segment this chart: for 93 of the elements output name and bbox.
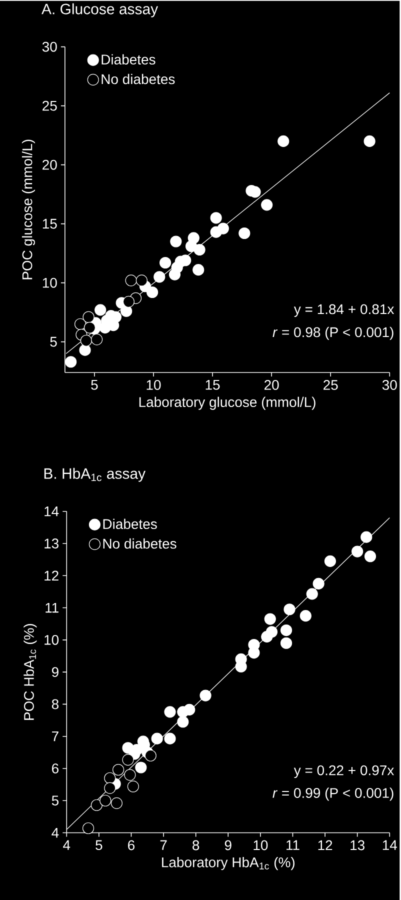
y-tick-label: 6 <box>52 764 59 774</box>
annotation: r = 0.98 (P < 0.001) <box>272 326 394 340</box>
x-tick-label: 7 <box>160 840 167 850</box>
point <box>135 762 147 774</box>
point <box>200 690 212 702</box>
point <box>184 704 196 716</box>
x-tick-label: 12 <box>318 840 332 850</box>
point <box>210 212 222 224</box>
x-tick-label: 30 <box>382 380 397 390</box>
y-axis-title: POC HbA$_{1c}$ (%) <box>24 624 37 720</box>
point <box>164 706 176 718</box>
point <box>151 732 163 744</box>
y-tick-label: 11 <box>46 602 59 613</box>
point <box>364 135 376 147</box>
y-axis-title: POC glucose (mmol/L) <box>22 140 36 280</box>
x-axis-title: Laboratory HbA$_{1c}$ (%) <box>162 857 295 870</box>
x-tick-label: 13 <box>350 840 365 850</box>
y-tick-label: 10 <box>44 634 59 645</box>
point <box>104 782 116 794</box>
y-tick-label: 13 <box>44 538 59 548</box>
x-tick-label: 15 <box>206 380 220 390</box>
y-tick-label: 20 <box>42 160 57 170</box>
point <box>364 550 376 562</box>
point <box>324 555 336 567</box>
x-axis-title: Laboratory glucose (mmol/L) <box>140 396 316 410</box>
y-tick-label: 14 <box>44 506 59 516</box>
point <box>261 199 273 211</box>
y-tick-label: 15 <box>43 218 57 229</box>
legend-label: No diabetes <box>102 74 175 84</box>
y-tick-label: 10 <box>43 278 57 288</box>
point <box>217 222 230 234</box>
chart-title: A. Glucose assay <box>42 3 158 18</box>
y-tick-label: 7 <box>52 732 59 742</box>
x-tick-label: 25 <box>324 380 338 390</box>
point <box>160 256 172 269</box>
x-tick-label: 10 <box>254 840 268 850</box>
x-tick-label: 8 <box>192 840 200 850</box>
point <box>94 304 106 316</box>
point <box>79 344 91 356</box>
x-tick-label: 20 <box>264 380 279 390</box>
x-tick-label: 10 <box>146 380 161 390</box>
point <box>306 588 318 600</box>
point <box>84 322 96 334</box>
point <box>280 624 292 636</box>
point <box>284 604 296 616</box>
point <box>122 754 134 766</box>
point <box>146 286 158 298</box>
point <box>188 232 200 244</box>
y-tick-label: 8 <box>52 699 59 710</box>
point <box>194 244 206 256</box>
annotation: y = 1.84 + 0.81x <box>294 304 394 317</box>
annotation: y = 0.22 + 0.97x <box>294 765 394 778</box>
legend-label: Diabetes <box>102 54 156 65</box>
point <box>192 264 204 276</box>
point <box>278 135 290 147</box>
point <box>170 236 182 248</box>
y-tick-label: 30 <box>42 42 57 52</box>
y-tick-label: 9 <box>52 667 59 678</box>
legend-label: No diabetes <box>103 538 176 549</box>
chart-title: B. HbA$_{1c}$ assay <box>44 468 146 482</box>
y-tick-label: 5 <box>52 796 59 806</box>
annotation: r = 0.99 (P < 0.001) <box>272 788 394 801</box>
point <box>261 630 273 642</box>
x-tick-label: 5 <box>96 840 102 850</box>
point <box>80 334 92 346</box>
point <box>280 637 292 649</box>
point <box>123 296 135 308</box>
legend-label: Diabetes <box>103 518 158 530</box>
point <box>360 531 372 543</box>
point <box>154 271 166 283</box>
point <box>177 716 189 728</box>
point <box>312 578 324 590</box>
point <box>120 305 132 317</box>
y-tick-label: 25 <box>42 100 57 111</box>
y-tick-label: 4 <box>52 828 59 838</box>
y-tick-label: 5 <box>50 336 57 347</box>
point <box>65 356 77 368</box>
x-tick-label: 14 <box>383 840 398 850</box>
point <box>238 227 250 240</box>
point <box>164 732 176 744</box>
x-tick-label: 11 <box>286 840 300 850</box>
x-tick-label: 9 <box>225 840 232 850</box>
point <box>300 610 312 622</box>
point <box>144 750 157 762</box>
point <box>136 274 148 286</box>
point <box>124 769 136 781</box>
y-tick-label: 12 <box>44 570 59 581</box>
point <box>104 772 116 784</box>
x-tick-label: 5 <box>91 380 98 390</box>
x-tick-label: 6 <box>128 840 135 850</box>
point <box>352 546 364 558</box>
x-tick-label: 4 <box>63 840 70 850</box>
point <box>264 613 276 625</box>
